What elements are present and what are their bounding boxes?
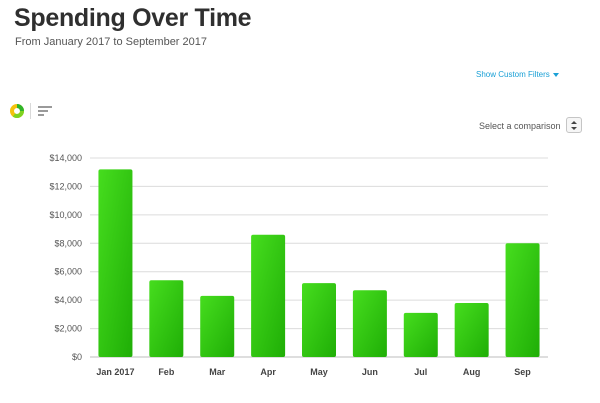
view-toggle-divider xyxy=(30,103,31,119)
comparison-select[interactable] xyxy=(566,117,582,133)
caret-down-icon xyxy=(552,72,559,77)
x-category-label: Sep xyxy=(514,367,531,377)
filters-link-label: Show Custom Filters xyxy=(476,70,550,79)
x-category-label: Aug xyxy=(463,367,481,377)
bar-aug[interactable] xyxy=(454,302,489,357)
bar-mar[interactable] xyxy=(200,295,235,357)
x-category-label: Apr xyxy=(260,367,276,377)
spending-bar-chart: $0 $2,000 $4,000 $6,000 $8,000 $10,000 $12,000… xyxy=(49,153,548,377)
bar-jan-2017[interactable] xyxy=(98,169,133,357)
donut-chart-icon[interactable] xyxy=(10,104,24,118)
comparison-label: Select a comparison xyxy=(479,121,561,131)
chart-bars xyxy=(98,169,540,357)
x-category-label: Jun xyxy=(362,367,378,377)
select-arrows-icon xyxy=(571,121,577,130)
bar-sep[interactable] xyxy=(505,243,540,357)
y-tick-label: $4,000 xyxy=(54,295,82,305)
x-category-label: Jan 2017 xyxy=(96,367,134,377)
x-category-label: May xyxy=(310,367,328,377)
y-tick-label: $10,000 xyxy=(49,210,82,220)
y-tick-label: $2,000 xyxy=(54,324,82,334)
bar-feb[interactable] xyxy=(149,280,184,357)
x-axis-labels: Jan 2017 Feb Mar Apr May Jun Jul Aug Sep xyxy=(96,367,531,377)
y-tick-label: $8,000 xyxy=(54,238,82,248)
bar-list-icon[interactable] xyxy=(38,104,52,118)
page-subtitle: From January 2017 to September 2017 xyxy=(15,36,208,48)
x-category-label: Feb xyxy=(158,367,175,377)
show-custom-filters-link[interactable]: Show Custom Filters xyxy=(476,70,559,79)
bar-may[interactable] xyxy=(302,283,336,357)
y-tick-label: $6,000 xyxy=(54,267,82,277)
y-tick-label: $12,000 xyxy=(49,181,82,191)
y-tick-label: $14,000 xyxy=(49,153,82,163)
bar-jun[interactable] xyxy=(352,290,387,357)
x-category-label: Mar xyxy=(209,367,226,377)
x-category-label: Jul xyxy=(414,367,427,377)
y-axis-ticks: $0 $2,000 $4,000 $6,000 $8,000 $10,000 $12,000… xyxy=(49,153,82,362)
bar-jul[interactable] xyxy=(403,312,438,357)
y-tick-label: $0 xyxy=(72,352,82,362)
page-title: Spending Over Time xyxy=(14,4,252,32)
bar-apr[interactable] xyxy=(251,234,286,357)
